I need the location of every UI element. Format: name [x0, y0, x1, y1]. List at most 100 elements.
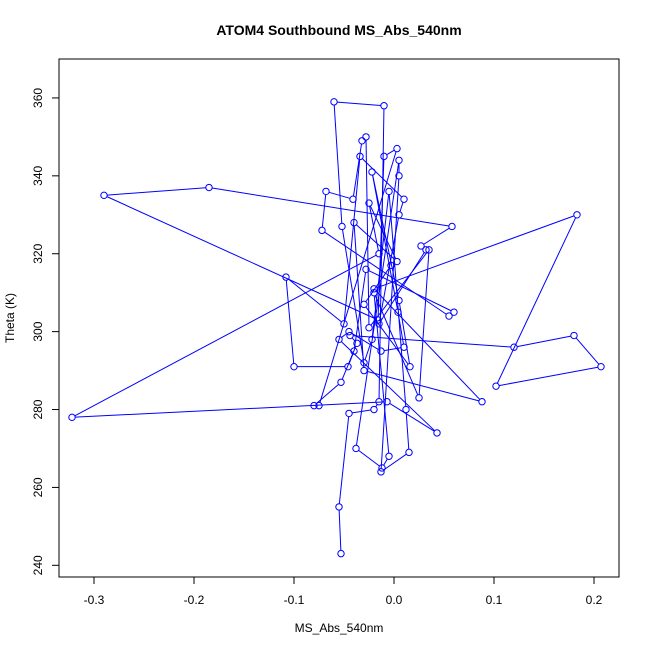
series-segment: [423, 227, 450, 245]
series-segment: [355, 163, 400, 446]
series-segment: [384, 347, 401, 352]
data-point: [395, 156, 403, 164]
data-point: [360, 366, 368, 375]
series-segment: [372, 175, 398, 310]
data-point: [393, 144, 401, 153]
series-segment: [353, 335, 511, 348]
series-segment: [366, 370, 480, 402]
data-point: [597, 362, 605, 371]
series-segment: [74, 254, 377, 417]
series-segment: [352, 143, 363, 197]
data-point: [370, 285, 378, 293]
y-tick-label: 360: [31, 88, 45, 108]
data-point: [400, 195, 408, 203]
series-segment: [337, 101, 381, 106]
data-point: [402, 405, 410, 414]
series-segment: [405, 412, 410, 450]
data-point: [365, 324, 373, 332]
y-tick-label: 340: [31, 166, 45, 186]
data-point: [394, 308, 402, 316]
series-segment: [369, 206, 379, 251]
data-point: [346, 331, 354, 340]
data-point: [374, 316, 382, 324]
data-point: [337, 549, 345, 558]
data-point: [205, 183, 213, 192]
data-point: [395, 296, 403, 305]
data-point: [368, 335, 376, 344]
plot-frame: [58, 58, 620, 578]
data-point: [378, 464, 386, 472]
data-point: [370, 405, 378, 414]
data-point: [417, 242, 425, 250]
y-axis-label: Theta (K): [3, 293, 17, 343]
data-point: [290, 362, 298, 371]
data-point: [492, 382, 500, 390]
data-point: [478, 398, 486, 406]
data-point: [322, 187, 330, 196]
series-segment: [377, 159, 385, 317]
data-point: [310, 401, 318, 410]
series-segment: [106, 196, 376, 320]
data-point: [282, 273, 290, 281]
series-segment: [340, 341, 436, 432]
data-point: [385, 452, 393, 460]
data-point: [340, 320, 348, 328]
data-point: [365, 199, 373, 207]
series-segment: [338, 510, 342, 551]
series-segment: [328, 191, 351, 199]
series-points: [68, 98, 605, 558]
data-point: [330, 98, 338, 106]
x-axis-label: MS_Abs_540nm: [295, 621, 384, 635]
data-point: [352, 444, 360, 453]
series-segment: [386, 149, 395, 156]
y-tick-label: 300: [31, 321, 45, 341]
data-point: [345, 409, 353, 418]
data-point: [370, 288, 378, 297]
data-point: [368, 168, 376, 176]
data-point: [358, 137, 366, 145]
series-segment: [364, 342, 372, 360]
series-segment: [365, 306, 409, 365]
x-tick-label: -0.2: [184, 593, 205, 607]
data-point: [377, 347, 385, 355]
data-point: [375, 398, 383, 406]
series-segment: [288, 278, 342, 323]
series-segment: [389, 403, 435, 432]
y-tick-label: 280: [31, 399, 45, 419]
series-segment: [496, 217, 577, 384]
data-point: [383, 398, 391, 406]
series-segment: [341, 346, 357, 380]
data-point: [393, 257, 401, 266]
series-segment: [380, 252, 425, 322]
data-point: [415, 394, 423, 402]
data-point: [375, 320, 383, 328]
series-segment: [351, 332, 379, 350]
data-point: [400, 343, 408, 351]
data-point: [337, 378, 345, 386]
series-segment: [212, 187, 449, 227]
x-tick-label: 0.0: [386, 593, 403, 607]
x-tick-label: 0.2: [586, 593, 603, 607]
series-segment: [343, 159, 361, 321]
series-segment: [356, 224, 395, 260]
data-point: [395, 172, 403, 180]
data-point: [344, 362, 352, 371]
series-segment: [375, 290, 481, 400]
data-point: [445, 312, 453, 320]
data-point: [380, 102, 388, 110]
data-point: [68, 413, 76, 422]
series-segment: [365, 267, 390, 303]
series-segment: [383, 458, 388, 466]
series-segment: [399, 202, 404, 212]
data-point: [425, 246, 433, 254]
series-segment: [365, 140, 370, 325]
series-segment: [361, 158, 403, 198]
x-tick-label: -0.1: [284, 593, 305, 607]
data-point: [360, 359, 368, 367]
data-point: [353, 339, 361, 348]
data-point: [570, 331, 578, 340]
series-segment: [333, 105, 343, 224]
data-point: [387, 261, 395, 270]
data-point: [573, 211, 581, 219]
data-point: [406, 362, 414, 371]
